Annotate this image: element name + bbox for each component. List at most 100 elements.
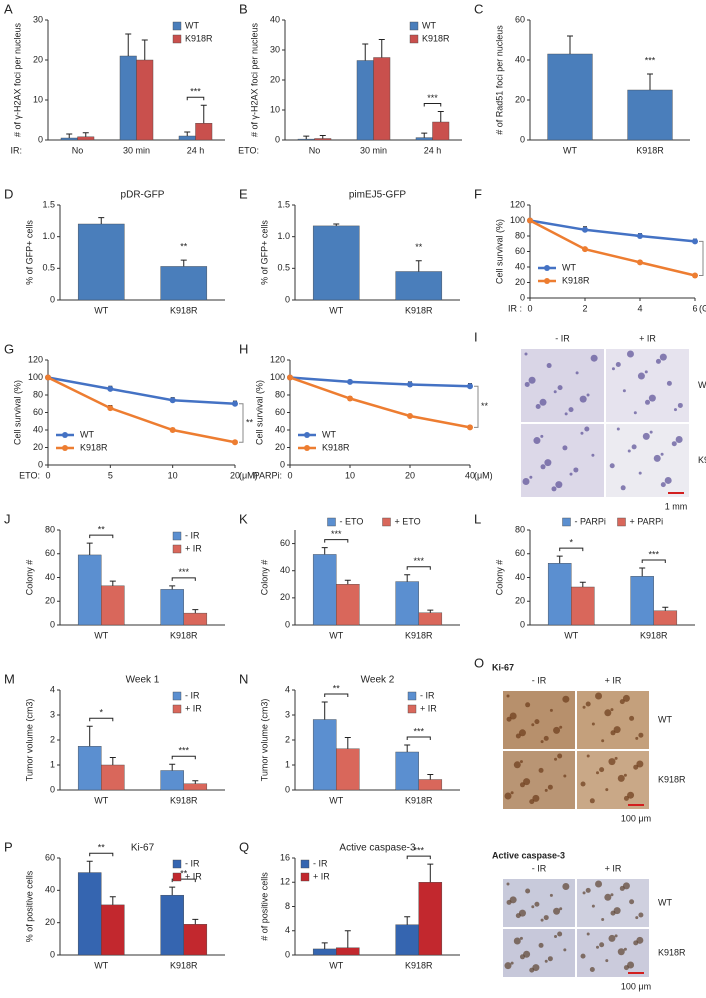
y-tick-label: 0 xyxy=(285,949,290,959)
bar xyxy=(297,138,315,141)
bar xyxy=(336,947,360,956)
sig-label: ** xyxy=(180,241,188,251)
bar xyxy=(101,904,125,956)
legend-label: WT xyxy=(422,20,436,30)
x-prefix: ETO: xyxy=(19,470,40,480)
row-label: WT xyxy=(658,897,672,907)
texture-dot xyxy=(585,887,591,893)
texture-dot xyxy=(629,715,635,721)
error-bar xyxy=(427,863,434,883)
panel-letter: B xyxy=(239,1,248,16)
texture-dot xyxy=(519,782,525,788)
sig-label: * xyxy=(99,708,103,718)
y-tick-label: 20 xyxy=(45,596,55,606)
y-tick-label: 100 xyxy=(28,372,43,382)
bar xyxy=(336,584,360,626)
texture-dot xyxy=(562,883,570,891)
x-tick-label: No xyxy=(72,145,84,155)
bar xyxy=(395,271,443,301)
texture-dot xyxy=(608,758,616,766)
y-tick-label: 100 xyxy=(270,372,285,382)
point xyxy=(107,405,114,412)
legend-label: - IR xyxy=(185,858,200,868)
sig-label: ** xyxy=(98,843,106,853)
legend-swatch xyxy=(382,517,391,527)
bar xyxy=(183,924,208,956)
x-prefix: ETO: xyxy=(238,145,259,155)
texture-dot xyxy=(655,358,661,364)
bar xyxy=(160,770,184,791)
panel-letter: D xyxy=(4,186,13,201)
legend-swatch xyxy=(407,704,417,714)
texture-dot xyxy=(590,354,598,362)
bar xyxy=(77,746,102,791)
error-bar xyxy=(303,135,310,140)
y-tick-label: 2 xyxy=(50,734,55,744)
y-axis-label: % of GFP+ cells xyxy=(24,220,34,285)
texture-dot xyxy=(535,404,541,409)
y-tick-label: 60 xyxy=(275,407,285,417)
y-tick-label: 30 xyxy=(270,44,280,54)
error-bar xyxy=(639,567,646,577)
point xyxy=(107,385,114,392)
x-tick-label: K918R xyxy=(170,795,198,805)
texture-dot xyxy=(538,767,544,773)
texture-dot xyxy=(584,426,590,432)
texture-dot xyxy=(620,485,626,491)
texture-dot xyxy=(525,888,531,894)
legend-label: + IR xyxy=(185,543,202,553)
panel-letter: A xyxy=(4,1,13,16)
texture-dot xyxy=(601,739,605,743)
y-tick-label: 0 xyxy=(50,294,55,304)
y-axis-label: Cell survival (%) xyxy=(254,380,264,445)
x-prefix: PARPi: xyxy=(254,470,282,480)
legend-label: K918R xyxy=(185,33,213,43)
bar xyxy=(432,121,450,141)
y-tick-label: 1 xyxy=(50,759,55,769)
texture-dot xyxy=(660,452,664,456)
y-tick-label: 1.0 xyxy=(42,231,55,241)
texture-dot xyxy=(569,472,573,476)
point xyxy=(45,374,51,381)
texture-dot xyxy=(506,694,510,698)
texture-dot xyxy=(528,376,536,384)
texture-dot xyxy=(619,699,625,705)
texture-dot xyxy=(506,899,512,905)
image-cell xyxy=(521,424,604,497)
bar xyxy=(571,586,595,626)
x-prefix: IR : xyxy=(508,303,522,313)
panel-letter: O xyxy=(474,655,484,670)
texture-dot xyxy=(553,726,561,734)
point xyxy=(692,238,698,245)
bar xyxy=(395,581,419,626)
legend-swatch xyxy=(617,517,626,527)
texture-dot xyxy=(627,791,635,799)
bar xyxy=(627,89,673,141)
x-tick-label: K918R xyxy=(636,145,664,155)
y-tick-label: 40 xyxy=(275,424,285,434)
error-bar xyxy=(427,609,434,613)
row-label: K918R xyxy=(658,774,686,784)
bar xyxy=(77,136,95,141)
y-tick-label: 20 xyxy=(33,54,43,64)
texture-dot xyxy=(637,372,645,380)
chart-title: Week 2 xyxy=(361,675,395,686)
y-tick-label: 0 xyxy=(275,134,280,144)
y-tick-label: 20 xyxy=(515,596,525,606)
x-tick-label: WT xyxy=(94,630,108,640)
bar xyxy=(547,563,572,626)
legend-label: + IR xyxy=(185,703,202,713)
texture-dot xyxy=(623,965,629,971)
bar xyxy=(415,137,433,141)
point xyxy=(407,413,413,419)
texture-dot xyxy=(653,454,661,462)
texture-dot xyxy=(557,385,563,391)
legend-label: WT xyxy=(185,20,199,30)
legend-label: K918R xyxy=(80,442,108,452)
sig-bracket xyxy=(699,240,704,277)
y-tick-label: 40 xyxy=(45,572,55,582)
x-tick-label: 40 xyxy=(465,470,475,480)
texture-dot xyxy=(524,381,530,387)
bar xyxy=(101,585,125,626)
